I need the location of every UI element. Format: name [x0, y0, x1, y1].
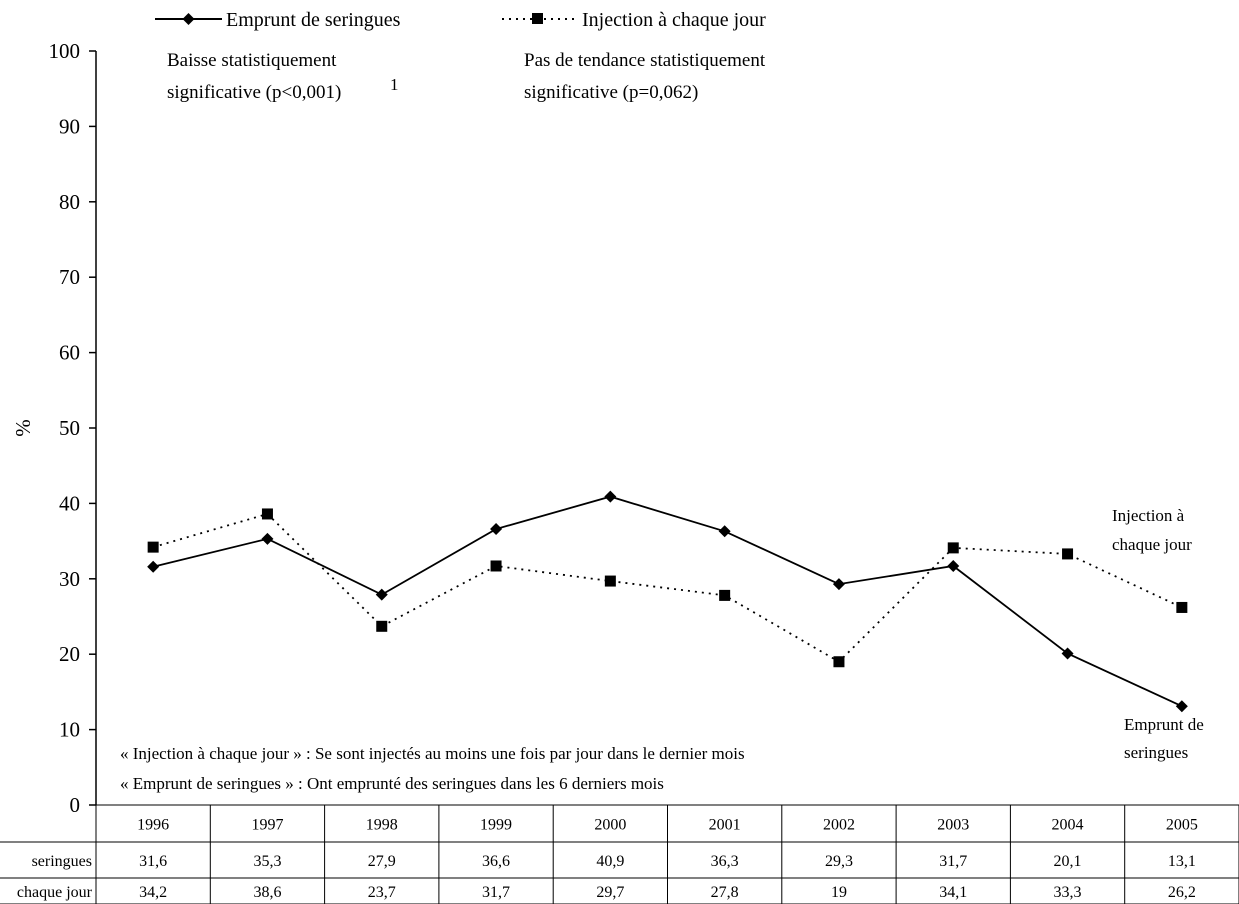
y-tick-label-70: 70 — [59, 265, 80, 289]
point-s1-2004 — [1062, 548, 1074, 560]
data-label-s1-2002: 19 — [831, 884, 847, 901]
legend-label-injection: Injection à chaque jour — [582, 9, 766, 31]
data-label-s0-1996: 31,6 — [139, 853, 167, 870]
data-label-s0-1997: 35,3 — [253, 853, 281, 870]
series-end-labels: Injection à chaque jour Emprunt de seringue… — [1112, 506, 1204, 762]
note-injection: « Injection à chaque jour » : Se sont in… — [120, 744, 745, 763]
data-table: 1996 1997 1998 1999 2000 2001 2002 2003 2004 2005… — [0, 804, 1239, 904]
y-tick-label-0: 0 — [70, 793, 81, 817]
point-s0-2001 — [718, 525, 731, 538]
point-s0-2005 — [1175, 700, 1188, 713]
data-label-s1-1999: 31,7 — [482, 884, 510, 901]
y-tick-label-90: 90 — [59, 114, 80, 138]
end-label-injection-1: Injection à — [1112, 506, 1185, 525]
series-line-1 — [152, 512, 1183, 663]
data-label-s0-2002: 29,3 — [825, 853, 853, 870]
y-tick-label-20: 20 — [59, 642, 80, 666]
x-tick-label-2003: 2003 — [937, 817, 969, 834]
x-tick-label-2002: 2002 — [823, 817, 855, 834]
x-tick-label-2000: 2000 — [594, 817, 626, 834]
y-axis: 0 10 20 30 40 50 60 70 80 90 100 — [49, 39, 97, 817]
point-s1-2005 — [1176, 601, 1188, 613]
table-row-label-0: seringues — [32, 853, 92, 870]
annotation-right-line-2: significative (p=0,062) — [524, 82, 698, 103]
point-s0-1997 — [261, 532, 274, 545]
y-axis-label: % — [11, 419, 35, 437]
data-label-s1-2003: 34,1 — [939, 884, 967, 901]
y-tick-label-30: 30 — [59, 567, 80, 591]
annotation-right-line-1: Pas de tendance statistiquement — [524, 50, 766, 71]
point-s1-1996 — [147, 541, 159, 553]
data-label-s1-2005: 26,2 — [1168, 884, 1196, 901]
point-s0-1999 — [490, 523, 503, 536]
annotation-left-line-2: significative (p<0,001) — [167, 82, 341, 103]
y-tick-label-100: 100 — [49, 39, 81, 63]
x-tick-label-1998: 1998 — [366, 817, 398, 834]
x-tick-label-1999: 1999 — [480, 817, 512, 834]
point-s1-1998 — [376, 620, 388, 632]
point-s0-1998 — [375, 588, 388, 601]
x-tick-label-2001: 2001 — [709, 817, 741, 834]
x-tick-label-2005: 2005 — [1166, 817, 1198, 834]
point-s0-2000 — [604, 490, 617, 503]
x-tick-label-1997: 1997 — [251, 817, 283, 834]
data-label-s1-1997: 38,6 — [253, 884, 281, 901]
series-line-0 — [152, 495, 1183, 708]
note-emprunt: « Emprunt de seringues » : Ont emprunté … — [120, 774, 664, 793]
y-tick-label-50: 50 — [59, 416, 80, 440]
annotation-left-line-1: Baisse statistiquement — [167, 50, 337, 71]
end-label-emprunt-1: Emprunt de — [1124, 715, 1204, 734]
annotations: Baisse statistiquement significative (p<… — [167, 50, 766, 103]
table-row-label-1: chaque jour — [17, 884, 93, 901]
annotation-superscript: 1 — [390, 75, 399, 94]
end-label-emprunt-2: seringues — [1124, 743, 1188, 762]
y-tick-label-10: 10 — [59, 718, 80, 742]
point-s0-2002 — [832, 578, 845, 591]
point-s1-1999 — [490, 560, 502, 572]
data-label-s0-2001: 36,3 — [711, 853, 739, 870]
y-tick-label-60: 60 — [59, 341, 80, 365]
legend: Emprunt de seringues Injection à chaque … — [155, 9, 766, 31]
legend-label-emprunt: Emprunt de seringues — [226, 9, 401, 31]
data-label-s1-2004: 33,3 — [1054, 884, 1082, 901]
y-tick-label-40: 40 — [59, 491, 80, 515]
point-s1-2001 — [719, 589, 731, 601]
data-label-s1-1998: 23,7 — [368, 884, 396, 901]
legend-marker-injection — [532, 13, 543, 24]
end-label-injection-2: chaque jour — [1112, 535, 1192, 554]
chart-notes: « Injection à chaque jour » : Se sont in… — [120, 744, 745, 793]
data-label-s0-2003: 31,7 — [939, 853, 967, 870]
x-tick-label-1996: 1996 — [137, 817, 169, 834]
data-label-s0-1999: 36,6 — [482, 853, 510, 870]
data-label-s0-1998: 27,9 — [368, 853, 396, 870]
x-tick-label-2004: 2004 — [1052, 817, 1084, 834]
series-lines — [147, 490, 1188, 713]
point-s1-2002 — [833, 656, 845, 668]
data-label-s0-2000: 40,9 — [596, 853, 624, 870]
point-s0-2003 — [947, 559, 960, 572]
point-s1-2003 — [947, 542, 959, 554]
data-label-s1-2001: 27,8 — [711, 884, 739, 901]
point-s1-1997 — [261, 508, 273, 520]
point-s0-2004 — [1061, 647, 1074, 660]
y-tick-label-80: 80 — [59, 190, 80, 214]
data-label-s0-2005: 13,1 — [1168, 853, 1196, 870]
point-s1-2000 — [604, 575, 616, 587]
legend-marker-emprunt — [182, 13, 195, 25]
point-s0-1996 — [147, 560, 160, 573]
data-label-s1-1996: 34,2 — [139, 884, 167, 901]
data-label-s1-2000: 29,7 — [596, 884, 624, 901]
data-label-s0-2004: 20,1 — [1054, 853, 1082, 870]
